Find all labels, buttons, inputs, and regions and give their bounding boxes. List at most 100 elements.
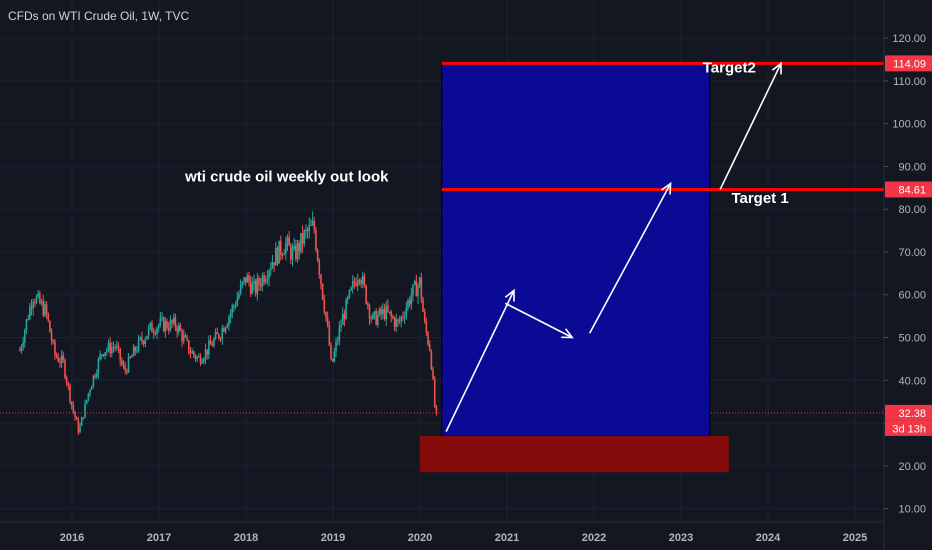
candle-body (263, 275, 265, 283)
candle-body (107, 342, 110, 350)
candle-body (372, 313, 374, 319)
candle-body (311, 221, 314, 225)
candle-body (89, 389, 91, 394)
current-price-label-bg (885, 404, 932, 421)
candle-body (358, 280, 361, 282)
candle-body (82, 417, 85, 419)
candle-body (67, 383, 70, 386)
candle-body (229, 312, 232, 317)
candle-body (137, 338, 140, 351)
candle-body (274, 248, 277, 266)
candle-body (425, 321, 428, 333)
candle-body (320, 274, 322, 284)
candle-body (383, 308, 386, 320)
candle-body (433, 379, 436, 407)
candle-body (348, 290, 351, 298)
candle-body (325, 312, 327, 318)
candle-body (92, 375, 95, 387)
candle-body (343, 314, 346, 320)
candle-body (218, 334, 220, 339)
candle-body (278, 240, 280, 264)
time-tick-label: 2018 (234, 532, 258, 544)
candle-body (47, 313, 50, 321)
candle-body (340, 325, 342, 328)
candle-body (291, 248, 294, 260)
candle-body (75, 417, 78, 420)
candle-body (201, 361, 203, 364)
candle-body (131, 356, 133, 358)
price-tick-label: 90.00 (898, 161, 926, 173)
candle-body (269, 268, 272, 271)
candle-body (206, 349, 208, 355)
candle-body (116, 345, 118, 348)
candle-body (387, 305, 389, 312)
candle-body (95, 373, 98, 377)
candle-body (402, 316, 404, 318)
candle-body (331, 359, 334, 362)
candle-body (99, 354, 101, 360)
time-tick-label: 2016 (60, 532, 84, 544)
candle-body (39, 293, 41, 304)
candle-body (243, 277, 245, 282)
candle-body (300, 233, 302, 252)
candle-body (415, 281, 418, 297)
candle-body (420, 277, 423, 299)
candle-body (286, 237, 289, 244)
candle-body (213, 339, 215, 347)
candle-body (351, 281, 354, 288)
candle-body (85, 399, 88, 404)
candle-body (412, 284, 414, 296)
candle-body (219, 338, 222, 340)
candle-body (360, 280, 362, 285)
current-price-label: 32.38 (898, 408, 926, 420)
candle-body (147, 327, 150, 336)
time-tick-label: 2020 (408, 532, 432, 544)
candle-body (435, 406, 438, 412)
candle-body (323, 298, 326, 313)
candle-body (169, 320, 172, 331)
candle-body (273, 262, 275, 266)
candle-body (134, 346, 137, 352)
projection-arrow-3 (588, 183, 672, 334)
stop-box (420, 435, 729, 473)
candle-body (94, 375, 96, 377)
annotation-text: Target2 (703, 59, 756, 76)
price-tick-label: 70.00 (898, 247, 926, 259)
candle-body (146, 335, 148, 340)
candle-body (365, 285, 367, 304)
candle-body (199, 356, 202, 364)
candle-body (231, 305, 234, 313)
candle-body (350, 287, 352, 291)
candle-body (370, 318, 372, 320)
candle-body (124, 366, 127, 371)
candle-body (313, 221, 316, 231)
candle-body (417, 285, 419, 297)
candle-body (397, 319, 399, 322)
candle-body (59, 361, 61, 363)
candle-body (144, 339, 147, 344)
candle-body (154, 333, 157, 335)
candle-body (27, 319, 29, 321)
candle-body (355, 283, 357, 286)
candle-body (390, 311, 393, 317)
candle-body (423, 311, 426, 322)
candle-body (80, 417, 83, 426)
candle-body (400, 316, 403, 322)
symbol-title[interactable]: CFDs on WTI Crude Oil, 1W, TVC (8, 9, 190, 23)
candle-body (52, 341, 55, 343)
candle-body (35, 296, 38, 303)
candle-body (159, 318, 162, 325)
candle-body (136, 350, 138, 352)
candle-body (361, 276, 364, 285)
candle-body (234, 305, 237, 307)
candle-body (176, 327, 178, 332)
candle-body (203, 359, 205, 362)
candle-body (276, 248, 279, 264)
time-tick-label: 2019 (321, 532, 345, 544)
candle-body (139, 337, 142, 339)
candle-body (20, 346, 23, 351)
candle-body (90, 386, 93, 390)
candle-body (259, 284, 262, 287)
candle-body (25, 319, 28, 331)
candle-body (32, 301, 34, 309)
